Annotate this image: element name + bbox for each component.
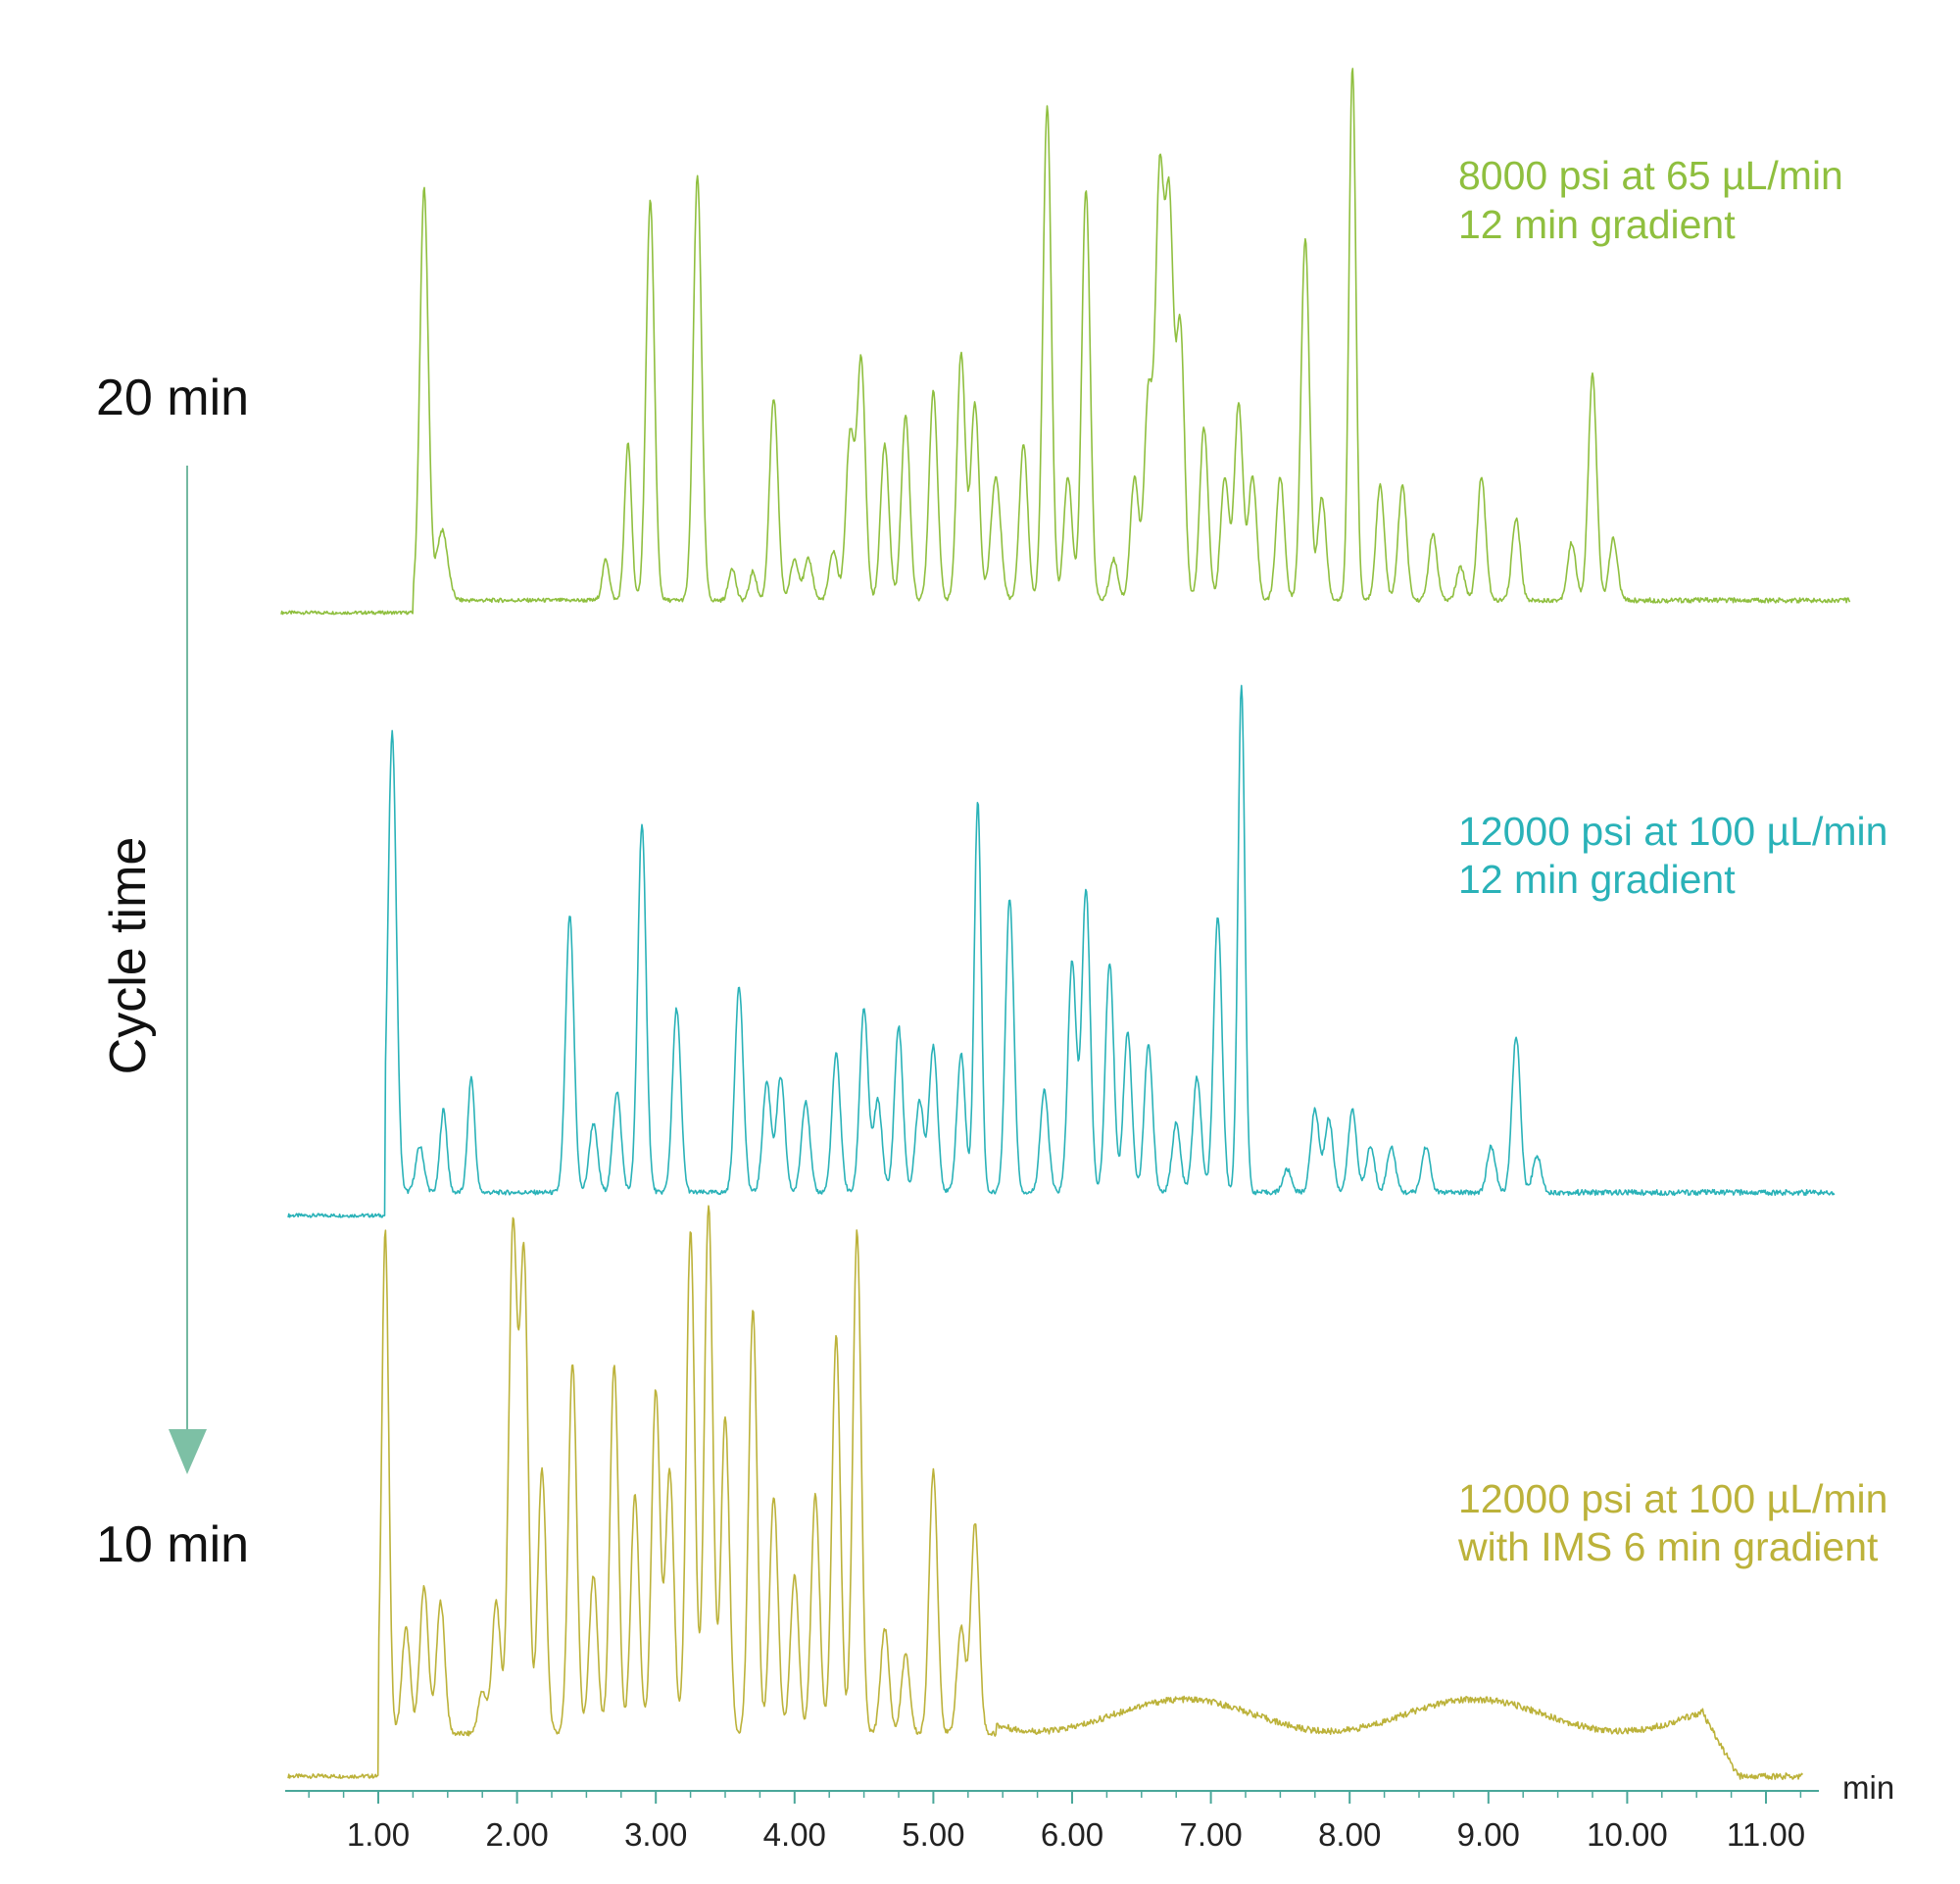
x-tick-label: 4.00 — [763, 1816, 826, 1853]
x-tick-label: 6.00 — [1041, 1816, 1103, 1853]
cycle-time-top-label: 20 min — [96, 370, 249, 426]
trace-8000psi — [280, 68, 1851, 616]
trace-12000psi — [287, 684, 1836, 1218]
trace-8000psi-label-line1: 8000 psi at 65 µL/min — [1458, 153, 1843, 198]
cycle-time-axis-title: Cycle time — [100, 837, 157, 1075]
trace-12000psi-ims-label-line1: 12000 psi at 100 µL/min — [1458, 1476, 1887, 1521]
x-tick-label: 5.00 — [902, 1816, 964, 1853]
x-tick-label: 3.00 — [624, 1816, 687, 1853]
x-tick-label: 9.00 — [1457, 1816, 1520, 1853]
trace-12000psi-ims-label-line2: with IMS 6 min gradient — [1457, 1524, 1879, 1569]
x-tick-label: 2.00 — [485, 1816, 548, 1853]
x-tick-label: 7.00 — [1179, 1816, 1242, 1853]
cycle-time-arrow-head — [169, 1429, 207, 1474]
cycle-time-bottom-label: 10 min — [96, 1516, 249, 1573]
trace-8000psi-label-line2: 12 min gradient — [1458, 202, 1736, 247]
x-axis-ticks: 1.00 2.00 3.00 4.00 5.00 6.00 7.00 8.00 9.00 10.0… — [308, 1791, 1805, 1853]
trace-12000psi-label-line2: 12 min gradient — [1458, 857, 1736, 902]
x-tick-label: 10.00 — [1587, 1816, 1668, 1853]
trace-12000psi-label-line1: 12000 psi at 100 µL/min — [1458, 809, 1887, 854]
x-tick-label: 1.00 — [347, 1816, 410, 1853]
x-tick-label: 8.00 — [1318, 1816, 1381, 1853]
trace-12000psi-ims — [287, 1205, 1804, 1780]
x-tick-label: 11.00 — [1727, 1816, 1805, 1853]
x-axis-unit-label: min — [1842, 1769, 1894, 1806]
